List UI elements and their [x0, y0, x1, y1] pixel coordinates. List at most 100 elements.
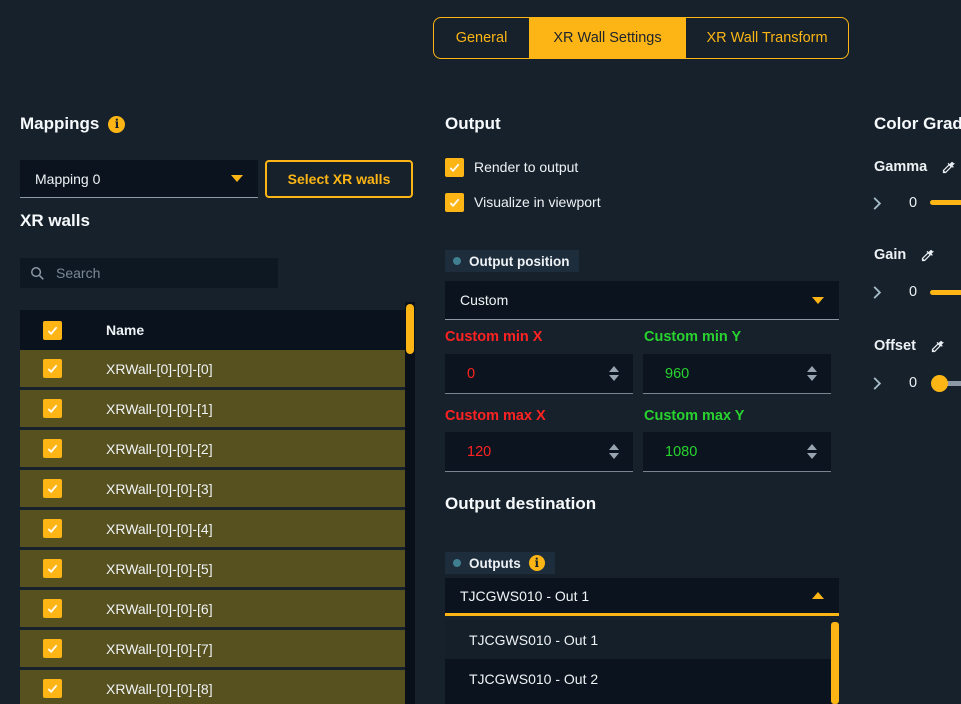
offset-slider-track[interactable] [945, 381, 961, 386]
number-stepper[interactable] [609, 366, 619, 381]
table-row[interactable]: XRWall-[0]-[0]-[1] [20, 390, 406, 427]
outputs-select[interactable]: TJCGWS010 - Out 1 [445, 578, 839, 616]
chevron-down-icon [231, 175, 243, 182]
table-row[interactable]: XRWall-[0]-[0]-[2] [20, 430, 406, 467]
number-stepper[interactable] [609, 444, 619, 459]
output-position-select[interactable]: Custom [445, 281, 839, 320]
table-header-row: Name [20, 310, 406, 350]
output-title: Output [445, 114, 501, 133]
select-all-checkbox[interactable] [43, 320, 62, 340]
custom-min-y-input[interactable] [643, 364, 787, 383]
row-checkbox[interactable] [43, 359, 62, 378]
mappings-header: Mappings [20, 114, 126, 134]
mapping-select-value: Mapping 0 [35, 170, 101, 187]
output-position-value: Custom [460, 292, 509, 308]
tab-xr-wall-settings[interactable]: XR Wall Settings [529, 18, 686, 58]
dropdown-scrollbar-thumb[interactable] [831, 622, 839, 704]
custom-max-x-input[interactable] [445, 442, 589, 461]
table-row[interactable]: XRWall-[0]-[0]-[0] [20, 350, 406, 387]
tab-bar: General XR Wall Settings XR Wall Transfo… [433, 17, 849, 59]
row-checkbox[interactable] [43, 519, 62, 538]
offset-label: Offset [874, 338, 916, 354]
info-icon[interactable] [108, 115, 126, 133]
row-checkbox[interactable] [43, 559, 62, 578]
info-icon[interactable] [528, 555, 545, 571]
parameter-dot-icon [453, 257, 461, 265]
dropdown-option[interactable]: TJCGWS010 - Out 1 [445, 620, 839, 659]
custom-max-y-field [643, 432, 831, 472]
outputs-label: Outputs [469, 555, 521, 571]
row-label: XRWall-[0]-[0]-[5] [106, 560, 213, 577]
tab-general[interactable]: General [455, 30, 508, 46]
chevron-down-icon [812, 296, 824, 304]
tab-xr-wall-transform[interactable]: XR Wall Transform [706, 30, 828, 46]
chevron-up-icon [812, 592, 824, 599]
parameter-dot-icon [453, 559, 461, 567]
offset-slider-knob[interactable] [931, 375, 948, 392]
row-label: XRWall-[0]-[0]-[0] [106, 360, 213, 377]
row-checkbox[interactable] [43, 399, 62, 418]
mapping-select[interactable]: Mapping 0 [20, 160, 258, 198]
table-row[interactable]: XRWall-[0]-[0]-[7] [20, 630, 406, 667]
mappings-title: Mappings [20, 114, 100, 133]
table-row[interactable]: XRWall-[0]-[0]-[6] [20, 590, 406, 627]
row-checkbox[interactable] [43, 439, 62, 458]
expand-chevron-icon[interactable] [872, 285, 882, 300]
table-row[interactable]: XRWall-[0]-[0]-[4] [20, 510, 406, 547]
xr-walls-title: XR walls [20, 211, 90, 230]
render-to-output-label: Render to output [474, 159, 579, 175]
eyedropper-icon[interactable] [930, 339, 945, 354]
eyedropper-icon[interactable] [920, 248, 935, 263]
table-row[interactable]: XRWall-[0]-[0]-[3] [20, 470, 406, 507]
color-grading-title: Color Grading [874, 114, 961, 133]
output-position-chip: Output position [445, 250, 580, 272]
table-row[interactable]: XRWall-[0]-[0]-[8] [20, 670, 406, 704]
select-xr-walls-button[interactable]: Select XR walls [265, 160, 413, 198]
row-label: XRWall-[0]-[0]-[2] [106, 440, 213, 457]
gain-value[interactable]: 0 [908, 284, 918, 300]
custom-min-x-label: Custom min X [445, 329, 543, 345]
search-input[interactable] [54, 264, 268, 282]
number-stepper[interactable] [807, 366, 817, 381]
offset-value[interactable]: 0 [908, 375, 918, 391]
table-scrollbar-thumb[interactable] [406, 304, 414, 354]
custom-min-x-input[interactable] [445, 364, 589, 383]
row-checkbox[interactable] [43, 679, 62, 698]
custom-max-x-field [445, 432, 633, 472]
name-column-header: Name [106, 322, 145, 338]
gain-slider[interactable] [930, 290, 961, 295]
row-checkbox[interactable] [43, 479, 62, 498]
row-label: XRWall-[0]-[0]-[6] [106, 600, 213, 617]
custom-min-x-field [445, 354, 633, 394]
custom-max-x-label: Custom max X [445, 408, 546, 424]
table-scrollbar-track[interactable] [405, 302, 415, 704]
gamma-value[interactable]: 0 [908, 195, 918, 211]
number-stepper[interactable] [807, 444, 817, 459]
eyedropper-icon[interactable] [941, 160, 956, 175]
gamma-slider[interactable] [930, 200, 961, 205]
gain-header: Gain [874, 247, 935, 263]
visualize-in-viewport-checkbox[interactable] [445, 192, 464, 212]
row-checkbox[interactable] [43, 639, 62, 658]
table-row[interactable]: XRWall-[0]-[0]-[5] [20, 550, 406, 587]
visualize-in-viewport-row: Visualize in viewport [445, 192, 601, 212]
row-label: XRWall-[0]-[0]-[3] [106, 480, 213, 497]
row-label: XRWall-[0]-[0]-[7] [106, 640, 213, 657]
row-label: XRWall-[0]-[0]-[8] [106, 680, 213, 697]
row-label: XRWall-[0]-[0]-[4] [106, 520, 213, 537]
row-checkbox[interactable] [43, 599, 62, 618]
expand-chevron-icon[interactable] [872, 376, 882, 391]
expand-chevron-icon[interactable] [872, 196, 882, 211]
render-to-output-checkbox[interactable] [445, 157, 464, 177]
custom-max-y-label: Custom max Y [644, 408, 745, 424]
gamma-label: Gamma [874, 159, 928, 175]
output-destination-title: Output destination [445, 494, 597, 513]
outputs-dropdown-list: TJCGWS010 - Out 1 TJCGWS010 - Out 2 [445, 620, 839, 704]
render-to-output-row: Render to output [445, 157, 578, 177]
custom-min-y-field [643, 354, 831, 394]
dropdown-option[interactable]: TJCGWS010 - Out 2 [469, 670, 599, 687]
gain-label: Gain [874, 247, 907, 263]
visualize-in-viewport-label: Visualize in viewport [474, 194, 601, 210]
custom-max-y-input[interactable] [643, 442, 787, 461]
